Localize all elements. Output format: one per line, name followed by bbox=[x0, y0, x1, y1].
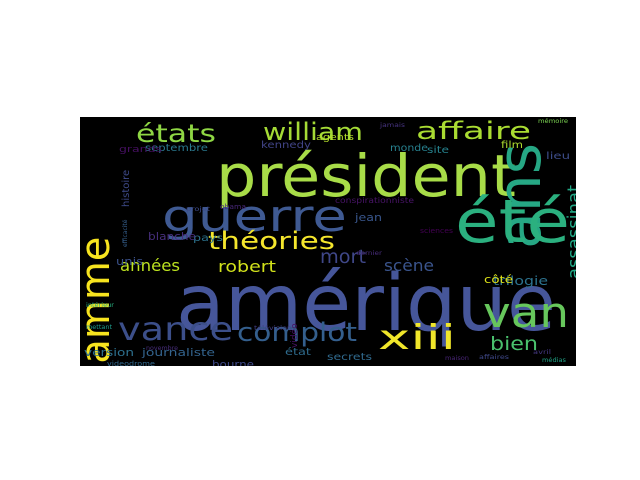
cloud-word: videodrome bbox=[107, 360, 156, 367]
cloud-word: bourne bbox=[212, 358, 254, 366]
cloud-word: secrets bbox=[327, 352, 372, 363]
cloud-word: médias bbox=[542, 357, 566, 364]
cloud-word: agents bbox=[316, 133, 354, 143]
cloud-word: état bbox=[285, 347, 312, 358]
cloud-word: complot bbox=[237, 318, 358, 348]
cloud-word: grands bbox=[119, 145, 162, 155]
cloud-word: bien bbox=[490, 333, 539, 355]
cloud-word: version bbox=[84, 346, 135, 359]
cloud-word: novembre bbox=[146, 345, 178, 352]
cloud-word: monde bbox=[390, 143, 428, 154]
cloud-word: william bbox=[263, 118, 364, 146]
cloud-word: lieu bbox=[546, 151, 571, 162]
cloud-word: efficacité bbox=[122, 219, 129, 248]
cloud-word: robert bbox=[218, 257, 277, 276]
cloud-word: théories bbox=[208, 227, 336, 255]
cloud-word: maison bbox=[445, 355, 469, 362]
cloud-word: projet bbox=[186, 206, 211, 213]
cloud-word: assassinat bbox=[564, 184, 576, 279]
cloud-word: sciences bbox=[420, 227, 453, 235]
cloud-word: obama bbox=[220, 203, 247, 211]
cloud-word: histoire bbox=[121, 169, 132, 207]
cloud-word: côté bbox=[484, 273, 513, 286]
cloud-word: avril bbox=[533, 349, 551, 356]
cloud-word: jamais bbox=[380, 122, 406, 129]
cloud-word: vance bbox=[118, 310, 234, 348]
cloud-word: xiii bbox=[378, 318, 456, 358]
cloud-word: film bbox=[501, 140, 523, 151]
cloud-word: mettant bbox=[86, 324, 113, 331]
cloud-word: télévision bbox=[254, 325, 292, 332]
cloud-word: affaires bbox=[479, 354, 510, 361]
cloud-word: dernier bbox=[356, 250, 382, 257]
cloud-word: scène bbox=[384, 256, 435, 275]
cloud-word: pays bbox=[193, 233, 224, 244]
cloud-word: blanche bbox=[148, 230, 196, 243]
cloud-word: jean bbox=[355, 211, 383, 224]
cloud-word: trilogie bbox=[493, 274, 548, 288]
cloud-word: intérieur bbox=[86, 302, 114, 309]
cloud-word: site bbox=[427, 145, 450, 156]
cloud-word: journaliste bbox=[142, 346, 215, 359]
cloud-word: unis bbox=[116, 255, 144, 268]
word-cloud: amériqueprésidentansétéguerrehammevanvan… bbox=[80, 117, 576, 366]
cloud-word: kennedy bbox=[261, 140, 311, 151]
cloud-word: états bbox=[136, 119, 217, 148]
cloud-word: affaire bbox=[416, 117, 532, 145]
cloud-word: amérique bbox=[176, 259, 556, 349]
cloud-word: septembre bbox=[145, 143, 208, 154]
cloud-word: été bbox=[455, 187, 570, 257]
cloud-word: mémoire bbox=[538, 118, 568, 125]
cloud-word: mort bbox=[320, 246, 366, 268]
cloud-word: vidéo bbox=[290, 323, 300, 348]
cloud-word: président bbox=[216, 142, 516, 210]
cloud-word: conspirationniste bbox=[335, 196, 414, 205]
cloud-word: guerre bbox=[162, 191, 347, 242]
cloud-word: van bbox=[483, 288, 570, 337]
cloud-word: années bbox=[120, 256, 181, 275]
